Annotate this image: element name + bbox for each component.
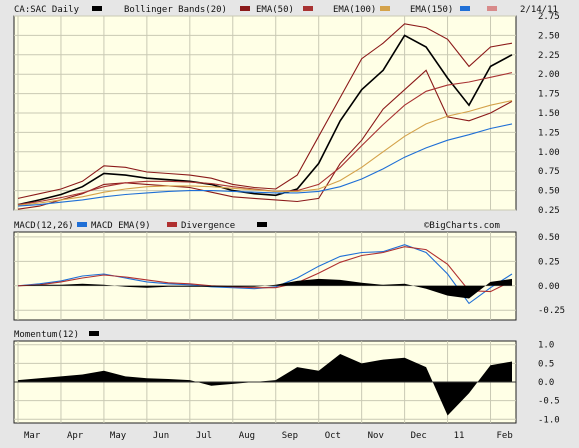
macd-panel-frame [13, 231, 517, 321]
x-tick-label: Dec [411, 431, 427, 441]
macd-swatch [77, 222, 87, 227]
momentum-area [18, 354, 512, 416]
y-tick-label: 0.00 [538, 282, 560, 292]
series-line-bollinger-bands-20-lower [17, 69, 513, 210]
divergence-swatch [257, 222, 267, 227]
x-tick-label: Aug [239, 431, 255, 441]
x-tick-label: Apr [67, 431, 84, 441]
macd-label: MACD(12,26) [14, 221, 74, 231]
bollinger-swatch [240, 6, 250, 11]
y-tick-label: -0.25 [538, 306, 565, 316]
x-axis-months: Mar Apr May Jun Jul Aug Sep Oct Nov Dec 11 Feb [24, 431, 513, 441]
x-tick-label: Sep [282, 431, 298, 441]
series-line-ema-100 [17, 100, 513, 206]
momentum-legend: Momentum(12) [14, 330, 99, 340]
y-tick-label: 0.0 [538, 378, 554, 388]
momentum-swatch [89, 331, 99, 336]
y-tick-label: 2.75 [538, 12, 560, 22]
ema100-label: EMA(100) [333, 5, 376, 15]
x-tick-label: Jun [153, 431, 169, 441]
y-tick-label: 1.0 [538, 341, 554, 351]
macd-ema-swatch [167, 222, 177, 227]
y-tick-label: 0.25 [538, 257, 560, 267]
extra-swatch [487, 6, 497, 11]
ema50-label: EMA(50) [256, 5, 294, 15]
y-tick-label: 2.00 [538, 70, 560, 80]
x-tick-label: May [110, 431, 127, 441]
x-tick-label: Jul [196, 431, 212, 441]
y-tick-label: 0.50 [538, 233, 560, 243]
ema100-swatch [380, 6, 390, 11]
y-tick-label: -0.5 [538, 397, 560, 407]
series-line-macd-ema-9 [17, 246, 513, 293]
series-line-ca-sac-daily [17, 34, 513, 206]
momentum-label: Momentum(12) [14, 330, 79, 340]
y-tick-label: 2.50 [538, 31, 560, 41]
ema50-swatch [303, 6, 313, 11]
watermark-text: ©BigCharts.com [424, 221, 500, 231]
chart-date: 2/14/11 [520, 5, 558, 15]
price-legend: CA:SAC Daily Bollinger Bands(20) EMA(50)… [14, 5, 558, 15]
y-tick-label: 1.50 [538, 109, 560, 119]
price-swatch [92, 6, 102, 11]
y-tick-label: 1.75 [538, 90, 560, 100]
x-tick-label: Feb [497, 431, 513, 441]
x-tick-label: Oct [325, 431, 341, 441]
x-tick-label: 11 [454, 431, 465, 441]
x-tick-label: Nov [368, 431, 384, 441]
ema150-swatch [460, 6, 470, 11]
divergence-label: Divergence [181, 221, 235, 231]
x-tick-label: Mar [24, 431, 41, 441]
macd-ema-label: MACD EMA(9) [91, 221, 151, 231]
symbol-label: CA:SAC Daily [14, 5, 80, 15]
y-tick-label: -1.0 [538, 415, 560, 425]
ticks-layer: 0.25 0.50 0.75 1.00 1.25 1.50 1.75 2.00 2.25 2.50… [538, 12, 565, 425]
y-tick-label: 0.50 [538, 187, 560, 197]
series-line-ema-150 [17, 123, 513, 207]
y-tick-label: 0.25 [538, 206, 560, 216]
series-line-bollinger-bands-20-upper [17, 23, 513, 199]
ema150-label: EMA(150) [410, 5, 453, 15]
y-tick-label: 1.25 [538, 128, 560, 138]
bollinger-label: Bollinger Bands(20) [124, 5, 227, 15]
y-tick-label: 1.00 [538, 148, 560, 158]
marks-layer [14, 23, 516, 416]
y-tick-label: 0.5 [538, 359, 554, 369]
divergence-area [18, 278, 512, 299]
y-tick-label: 2.25 [538, 51, 560, 61]
macd-legend: MACD(12,26) MACD EMA(9) Divergence ©BigC… [14, 221, 500, 231]
y-tick-label: 0.75 [538, 167, 560, 177]
